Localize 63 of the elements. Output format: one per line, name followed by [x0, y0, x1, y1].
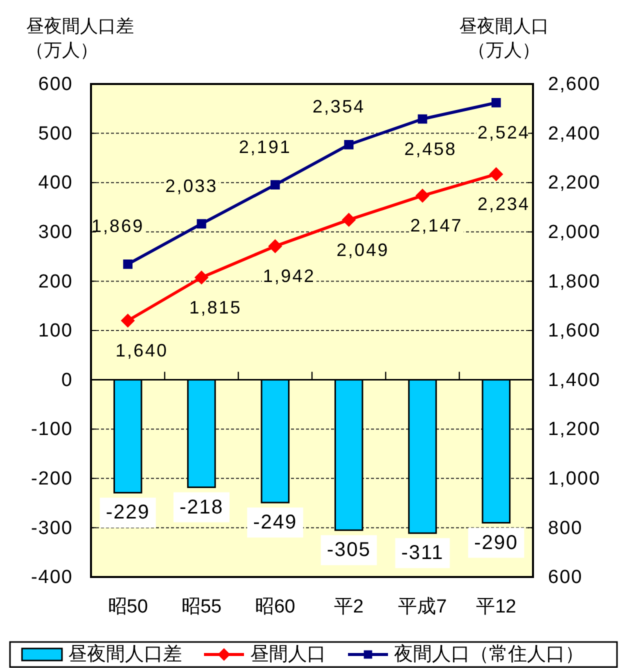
data-label: 1,815 [189, 298, 242, 318]
y2-tick-label: 600 [548, 567, 583, 588]
data-label: -249 [253, 512, 298, 534]
y-tick-label: 400 [38, 172, 73, 194]
data-label: 1,640 [116, 340, 168, 361]
data-label: 2,524 [477, 122, 530, 143]
data-label: 2,234 [477, 194, 530, 214]
y2-tick-label: 2,000 [548, 222, 601, 243]
point [268, 239, 282, 254]
y2-tick-label: 1,200 [548, 419, 601, 440]
y-tick-label: -200 [30, 468, 73, 490]
x-tick-label: 昭50 [108, 596, 148, 618]
x-tick-label: 昭60 [255, 596, 296, 618]
data-label: 1,942 [262, 266, 316, 286]
y2-tick-label: 2,400 [548, 123, 601, 144]
data-label: -305 [326, 539, 371, 562]
y2-tick-label: 1,600 [548, 320, 601, 342]
point [342, 212, 356, 227]
point [123, 260, 133, 269]
y-tick-label: 500 [38, 123, 73, 144]
point [194, 270, 208, 284]
point [418, 114, 428, 124]
y-tick-label: -300 [30, 518, 73, 539]
data-label: -311 [401, 542, 444, 564]
y2-tick-label: 1,000 [548, 468, 601, 490]
legend-label: 昼夜間人口差 [68, 643, 182, 665]
data-label: 2,458 [404, 139, 457, 160]
data-label: 2,147 [410, 216, 463, 236]
y-tick-label: 300 [38, 222, 73, 243]
y-tick-label: -400 [30, 567, 73, 588]
legend-label: 昼間人口 [250, 644, 326, 665]
data-label: 2,354 [312, 96, 366, 117]
y2-tick-label: 1,800 [548, 271, 601, 292]
data-label: 2,033 [165, 176, 218, 196]
data-label: 2,191 [238, 136, 292, 157]
point [489, 167, 503, 182]
point [121, 314, 135, 328]
x-tick-label: 昭55 [181, 596, 222, 618]
y-tick-label: -100 [30, 419, 73, 440]
y-tick-label: 200 [38, 271, 73, 292]
point [196, 219, 206, 228]
data-label: -229 [106, 502, 150, 524]
x-tick-label: 平12 [476, 596, 516, 618]
point [270, 180, 280, 190]
data-label: 2,049 [336, 240, 390, 260]
data-label: -218 [179, 496, 224, 518]
y2-tick-label: 800 [548, 518, 583, 539]
y-axis-title: 昼夜間人口差（万人） [26, 15, 135, 62]
y-tick-label: 600 [38, 74, 73, 96]
y2-axis-title: 昼夜間人口（万人） [458, 15, 550, 62]
x-tick-label: 平2 [334, 596, 364, 618]
y-tick-label: 0 [61, 370, 73, 391]
y2-tick-label: 1,400 [548, 370, 601, 391]
point [416, 188, 430, 202]
point [344, 140, 354, 150]
y2-tick-label: 2,200 [548, 172, 601, 194]
data-label: -290 [474, 532, 518, 554]
point [491, 98, 501, 108]
y-tick-label: 100 [38, 320, 73, 342]
data-label: 1,869 [92, 216, 144, 236]
y2-tick-label: 2,600 [548, 74, 601, 96]
legend-label: 夜間人口（常住人口） [394, 643, 584, 665]
x-tick-label: 平成7 [398, 596, 447, 618]
